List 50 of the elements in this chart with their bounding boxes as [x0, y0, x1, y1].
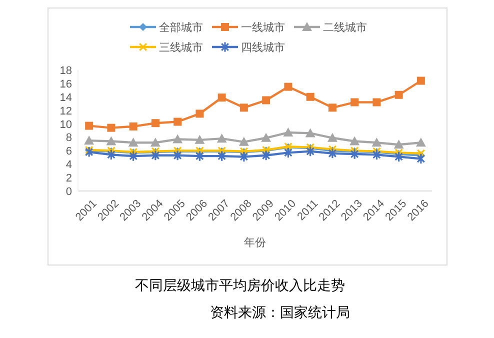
point	[327, 132, 338, 142]
legend-label: 全部城市	[159, 21, 203, 34]
point	[85, 122, 94, 130]
y-tick-label: 8	[66, 132, 72, 144]
point	[306, 92, 314, 101]
point	[416, 138, 426, 147]
x-axis-title: 年份	[244, 237, 266, 249]
point	[174, 118, 182, 126]
y-tick-label: 6	[66, 146, 72, 158]
legend-label: 一线城市	[241, 21, 285, 34]
point	[196, 110, 204, 118]
point	[150, 138, 160, 147]
point	[129, 122, 138, 130]
y-tick-label: 18	[60, 65, 72, 77]
legend-label: 三线城市	[159, 41, 203, 54]
point	[372, 98, 381, 106]
point	[128, 138, 138, 147]
point	[216, 134, 227, 143]
point	[283, 128, 294, 137]
y-tick-label: 16	[60, 78, 72, 90]
y-tick-label: 10	[60, 118, 72, 131]
point	[261, 132, 272, 142]
text: 不同层级城市平均房价收入比走势	[135, 277, 345, 293]
point	[284, 82, 292, 91]
point	[194, 134, 205, 144]
point	[350, 136, 360, 146]
point	[372, 138, 382, 147]
point	[218, 94, 226, 102]
legend-label: 四线城市	[241, 41, 285, 54]
legend-label: 二线城市	[323, 21, 367, 34]
point	[107, 124, 116, 132]
point	[240, 104, 248, 112]
point	[151, 119, 160, 128]
y-tick-label: 0	[66, 186, 72, 198]
point	[394, 90, 403, 99]
point	[328, 104, 336, 112]
point	[350, 98, 359, 106]
y-tick-label: 14	[60, 92, 72, 104]
point	[394, 140, 404, 149]
point	[416, 76, 425, 85]
y-tick-label: 4	[66, 159, 72, 172]
point	[106, 136, 116, 146]
text: 资料来源：国家统计局	[210, 304, 350, 320]
point	[84, 136, 94, 145]
point	[262, 96, 270, 104]
point	[172, 134, 183, 144]
point	[305, 128, 316, 138]
y-tick-label: 2	[66, 172, 72, 185]
y-tick-label: 12	[60, 105, 72, 118]
point	[238, 136, 249, 146]
